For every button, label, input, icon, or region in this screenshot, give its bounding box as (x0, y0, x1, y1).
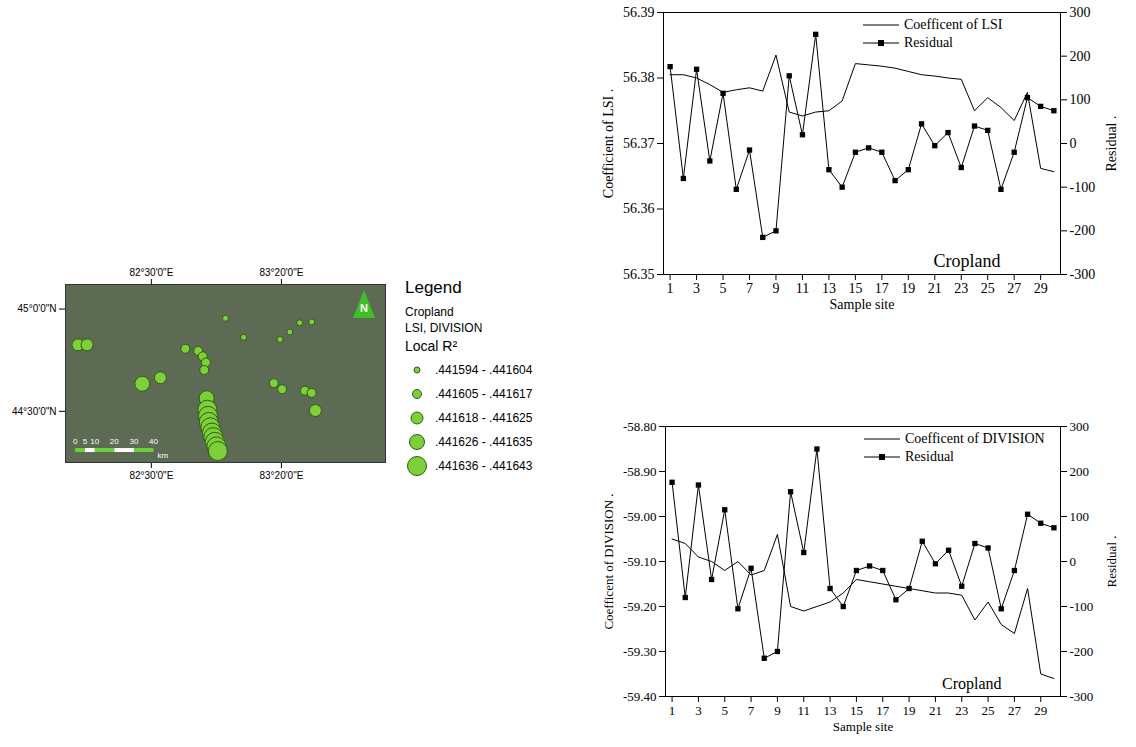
svg-text:Sample site: Sample site (830, 297, 895, 312)
svg-text:-59.20: -59.20 (623, 599, 657, 614)
svg-text:7: 7 (746, 281, 753, 296)
svg-text:Cropland: Cropland (934, 251, 1001, 271)
html-text:Cropland: Cropland (405, 305, 454, 319)
svg-text:44°30'0"N: 44°30'0"N (12, 406, 57, 417)
svg-text:5: 5 (720, 281, 727, 296)
svg-text:17: 17 (876, 703, 890, 718)
svg-text:17: 17 (875, 281, 889, 296)
svg-text:9: 9 (772, 281, 779, 296)
html-text:.441636 - .441643: .441636 - .441643 (435, 459, 533, 473)
svg-text:-59.10: -59.10 (623, 554, 657, 569)
svg-text:83°20'0"E: 83°20'0"E (259, 267, 303, 278)
svg-text:56.36: 56.36 (623, 201, 655, 216)
svg-text:45°0'0"N: 45°0'0"N (18, 303, 57, 314)
html-text:Coefficent of LSI: Coefficent of LSI (904, 17, 1003, 32)
svg-text:1: 1 (667, 281, 674, 296)
html-text:LSI, DIVISION: LSI, DIVISION (405, 321, 483, 335)
svg-text:100: 100 (1070, 92, 1091, 107)
svg-text:5: 5 (722, 703, 729, 718)
html-text:Local R²: Local R² (405, 338, 458, 354)
svg-text:56.35: 56.35 (623, 267, 655, 282)
svg-text:56.39: 56.39 (623, 5, 655, 20)
svg-text:21: 21 (929, 703, 942, 718)
svg-text:0: 0 (73, 437, 78, 446)
svg-text:-300: -300 (1070, 689, 1094, 704)
svg-text:19: 19 (903, 703, 916, 718)
svg-text:-58.80: -58.80 (623, 419, 657, 434)
svg-text:3: 3 (695, 703, 702, 718)
svg-text:27: 27 (1008, 703, 1022, 718)
svg-text:-59.30: -59.30 (623, 644, 657, 659)
svg-text:9: 9 (774, 703, 781, 718)
svg-text:200: 200 (1070, 49, 1091, 64)
html-text:N: N (360, 302, 368, 314)
svg-text:27: 27 (1007, 281, 1021, 296)
svg-text:200: 200 (1070, 464, 1090, 479)
svg-text:30: 30 (129, 437, 138, 446)
svg-text:-200: -200 (1070, 223, 1096, 238)
svg-text:23: 23 (955, 703, 968, 718)
svg-text:29: 29 (1034, 281, 1048, 296)
svg-text:20: 20 (110, 437, 119, 446)
svg-text:-300: -300 (1070, 267, 1096, 282)
svg-text:0: 0 (1070, 554, 1077, 569)
svg-text:19: 19 (901, 281, 915, 296)
svg-text:23: 23 (954, 281, 968, 296)
svg-text:100: 100 (1070, 509, 1090, 524)
svg-text:-59.00: -59.00 (623, 509, 657, 524)
svg-text:Residual .: Residual . (1104, 536, 1119, 588)
svg-text:-100: -100 (1070, 180, 1096, 195)
svg-text:-100: -100 (1070, 599, 1094, 614)
svg-text:-58.90: -58.90 (623, 464, 657, 479)
html-text:.441626 - .441635: .441626 - .441635 (435, 435, 533, 449)
svg-text:13: 13 (824, 703, 837, 718)
html-text:.441618 - .441625: .441618 - .441625 (435, 411, 533, 425)
svg-text:Sample site: Sample site (833, 719, 894, 734)
svg-text:Coefficent of DIVISION .: Coefficent of DIVISION . (601, 493, 616, 629)
svg-text:83°20'0"E: 83°20'0"E (259, 470, 303, 481)
svg-text:25: 25 (982, 703, 995, 718)
html-text:Legend: Legend (405, 278, 462, 297)
svg-text:11: 11 (797, 703, 810, 718)
svg-text:1: 1 (669, 703, 676, 718)
svg-text:Residual .: Residual . (1104, 116, 1119, 172)
html-text:Residual: Residual (904, 35, 953, 50)
html-text:Coefficent of DIVISION: Coefficent of DIVISION (905, 431, 1045, 446)
svg-text:11: 11 (796, 281, 809, 296)
svg-text:Coefficient of LSI .: Coefficient of LSI . (601, 89, 616, 198)
html-text:Residual: Residual (905, 449, 954, 464)
svg-text:300: 300 (1070, 5, 1091, 20)
svg-text:km: km (157, 451, 168, 460)
svg-text:40: 40 (149, 437, 158, 446)
svg-text:-200: -200 (1070, 644, 1094, 659)
svg-text:15: 15 (848, 281, 862, 296)
svg-text:56.37: 56.37 (623, 136, 655, 151)
svg-text:82°30'0"E: 82°30'0"E (129, 470, 173, 481)
svg-text:7: 7 (748, 703, 755, 718)
svg-text:15: 15 (850, 703, 863, 718)
svg-text:-59.40: -59.40 (623, 689, 657, 704)
svg-text:25: 25 (981, 281, 995, 296)
svg-text:Cropland: Cropland (942, 675, 1002, 693)
svg-text:21: 21 (928, 281, 942, 296)
svg-text:3: 3 (693, 281, 700, 296)
svg-text:300: 300 (1070, 419, 1090, 434)
svg-text:5: 5 (83, 437, 88, 446)
svg-text:13: 13 (822, 281, 836, 296)
svg-text:82°30'0"E: 82°30'0"E (129, 267, 173, 278)
svg-text:29: 29 (1034, 703, 1047, 718)
html-text:.441594 - .441604: .441594 - .441604 (435, 363, 533, 377)
svg-text:56.38: 56.38 (623, 70, 655, 85)
html-text:.441605 - .441617: .441605 - .441617 (435, 387, 533, 401)
svg-text:0: 0 (1070, 136, 1077, 151)
svg-text:10: 10 (90, 437, 99, 446)
